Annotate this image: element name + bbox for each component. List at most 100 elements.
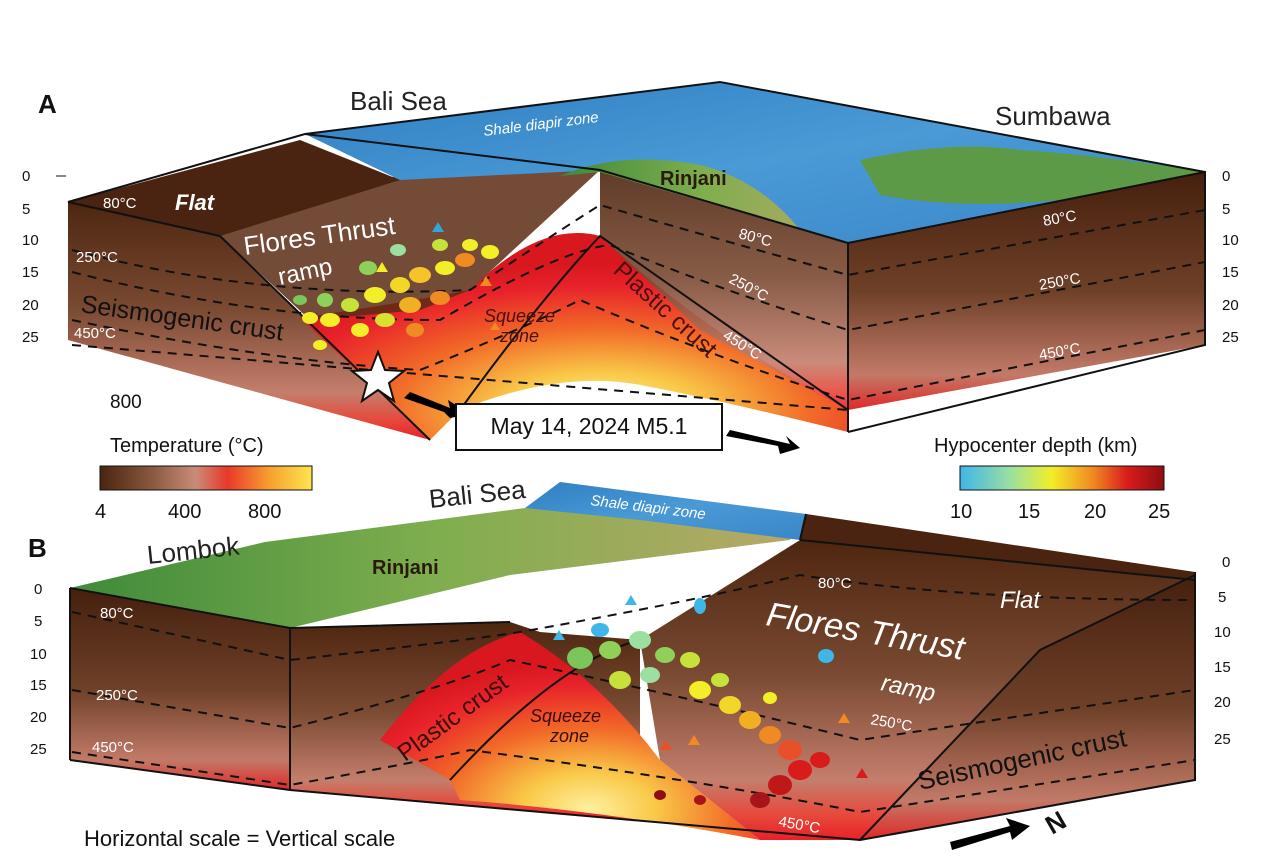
panel-b-isotherm-80 [71, 573, 1196, 662]
panel-b-depth-axis-left: 0 5 10 15 20 25 [30, 581, 47, 758]
panel-a-volcano-label: Rinjani [660, 168, 727, 190]
panel-b-tick-left-25: 25 [30, 741, 47, 758]
panel-a-flat-fault [67, 201, 221, 237]
panel-b-front-left-face [70, 588, 290, 790]
panel-a-tick-right-5: 5 [1222, 201, 1230, 218]
panel-b-isotherm-250-left: 250°C [96, 687, 138, 704]
panel-b-sea-surface [525, 482, 806, 540]
panel-b-top-right [800, 514, 1195, 580]
panel-b-isotherm-450-left: 450°C [92, 739, 134, 756]
panel-b-isotherm-450 [71, 748, 1196, 814]
panel-a-isotherm-250 [71, 243, 1206, 332]
panel-b-flat-label: Flat [1000, 587, 1041, 614]
panel-a-isotherm-450 [71, 298, 1206, 402]
panel-a-depth-axis-left: 0 5 10 15 20 25 [22, 168, 66, 346]
panel-b-tick-left-15: 15 [30, 677, 47, 694]
panel-b-depth-axis-right: 0 5 10 15 20 25 [1214, 554, 1231, 748]
temperature-legend: Temperature (°C) 4 400 800 [95, 435, 313, 523]
panel-a-hypocenters [293, 222, 500, 350]
panel-b: N B Bali Sea Lombok Shale diapir zone Ri… [28, 474, 1231, 850]
panel-b-tick-right-15: 15 [1214, 659, 1231, 676]
panel-a-middle-face [600, 170, 848, 410]
panel-b-tick-right-5: 5 [1218, 589, 1226, 606]
hypocenter-tick-25: 25 [1148, 501, 1170, 523]
panel-b-land-surface [70, 508, 800, 628]
panel-b-tick-left-20: 20 [30, 709, 47, 726]
panel-a-isotherm-250-left: 250°C [76, 249, 118, 266]
panel-a-tick-right-0: 0 [1222, 168, 1230, 185]
panel-b-footwall-block [860, 575, 1195, 840]
panel-a-event-star-icon [349, 349, 407, 404]
temperature-tick-400: 400 [168, 501, 201, 523]
panel-b-tick-right-20: 20 [1214, 694, 1231, 711]
temperature-colorbar [99, 465, 313, 491]
panel-b-hypocenters [553, 595, 868, 808]
panel-a-tick-right-20: 20 [1222, 297, 1239, 314]
panel-b-isotherm-80-right: 80°C [818, 575, 852, 592]
panel-b-outline [69, 572, 1196, 842]
temperature-legend-title: Temperature (°C) [110, 435, 264, 457]
panel-b-tick-right-25: 25 [1214, 731, 1231, 748]
panel-a-tick-right-15: 15 [1222, 264, 1239, 281]
panel-a-isotherm-800 [71, 344, 849, 411]
panel-a-isotherm-80-left: 80°C [103, 195, 137, 212]
panel-a-isotherm-450-left: 450°C [74, 325, 116, 342]
panel-b-tick-right-10: 10 [1214, 624, 1231, 641]
panel-a-tick-right-10: 10 [1222, 232, 1239, 249]
panel-b-tick-left-5: 5 [34, 613, 42, 630]
temperature-tick-4: 4 [95, 501, 106, 523]
panel-b-tick-left-0: 0 [34, 581, 42, 598]
panel-a-slip-arrow-icon [726, 430, 800, 454]
panel-a-isotherm-80 [71, 203, 1206, 293]
panel-a-land-sumbawa [860, 146, 1205, 204]
panel-a-flat-label: Flat [175, 190, 216, 215]
scale-note: Horizontal scale = Vertical scale [84, 826, 395, 851]
panel-a-island-label: Sumbawa [995, 101, 1111, 131]
panel-a-event-box [455, 403, 723, 451]
panel-a-outline [67, 80, 1206, 433]
panel-b-north-arrow-icon: N [1040, 805, 1071, 840]
panel-a-tick-left-0: 0 [22, 168, 30, 185]
panel-a-tick-left-15: 15 [22, 264, 39, 281]
panel-a-event-label: May 14, 2024 M5.1 [491, 413, 688, 439]
panel-a-tick-left-25: 25 [22, 329, 39, 346]
panel-a-tick-left-20: 20 [22, 297, 39, 314]
panel-b-tick-right-0: 0 [1222, 554, 1230, 571]
panel-a-tick-left-10: 10 [22, 232, 39, 249]
panel-a-front-right-face [848, 172, 1205, 410]
panel-b-squeeze-label-2: zone [549, 726, 589, 746]
panel-b-top-edges [799, 513, 1196, 581]
panel-a: May 14, 2024 M5.1 A Bali Sea Sumbawa Sha… [22, 80, 1239, 454]
panel-b-slip-arrow-icon [950, 818, 1030, 850]
hypocenter-tick-15: 15 [1018, 501, 1040, 523]
panel-b-sea-label: Bali Sea [427, 474, 527, 514]
panel-a-ramp-block [220, 170, 600, 320]
panel-b-plastic-crust [380, 632, 760, 840]
panel-b-isotherm-250 [71, 658, 1196, 742]
panel-a-sea-label: Bali Sea [350, 86, 447, 116]
panel-b-tick-left-10: 10 [30, 646, 47, 663]
panel-a-depth-axis-right: 0 5 10 15 20 25 [1222, 168, 1239, 346]
hypocenter-legend: Hypocenter depth (km) 10 15 20 25 [934, 435, 1170, 523]
panel-b-volcano-label: Rinjani [372, 557, 439, 579]
panel-b-letter: B [28, 533, 47, 563]
panel-b-flores-thrust-fault [859, 574, 1196, 841]
panel-a-tick-right-25: 25 [1222, 329, 1239, 346]
hypocenter-tick-20: 20 [1084, 501, 1106, 523]
panel-b-squeeze-label-1: Squeeze [530, 706, 601, 726]
panel-a-plastic-crust [300, 233, 848, 440]
hypocenter-tick-10: 10 [950, 501, 972, 523]
panel-a-squeeze-label-2: zone [499, 326, 539, 346]
panel-a-tick-left-5: 5 [22, 201, 30, 218]
panel-a-flores-thrust-fault [219, 235, 431, 441]
panel-a-event-arrow-icon [404, 392, 470, 418]
temperature-tick-800: 800 [248, 501, 281, 523]
hypocenter-legend-title: Hypocenter depth (km) [934, 435, 1137, 457]
panel-a-top-left [68, 140, 400, 236]
panel-a-plastic-boundary [459, 234, 849, 411]
panel-a-top-edges [304, 133, 1206, 244]
panel-a-front-left-block [68, 202, 430, 440]
panel-a-isotherm-80-right: 80°C [1042, 207, 1078, 230]
panel-b-isotherm-80-left: 80°C [100, 605, 134, 622]
